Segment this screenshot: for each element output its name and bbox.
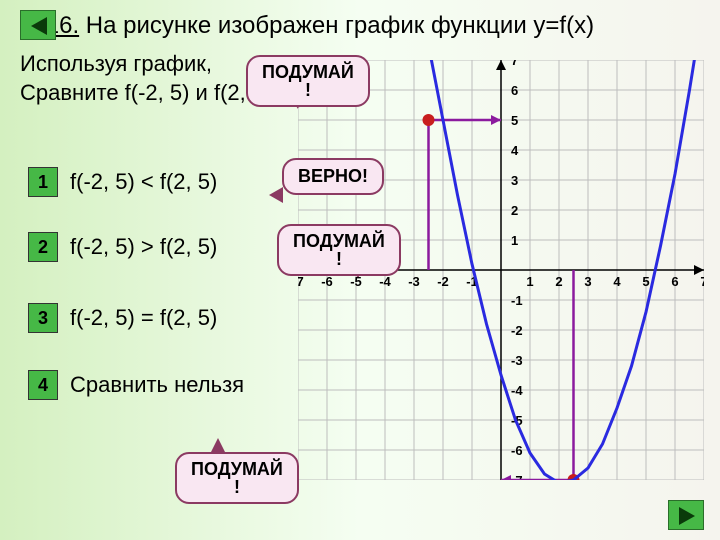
problem-text: На рисунке изображен график функции y=f(… <box>79 12 594 39</box>
svg-text:5: 5 <box>642 274 649 289</box>
option-3-text: f(-2, 5) = f(2, 5) <box>70 305 217 331</box>
svg-text:-5: -5 <box>350 274 362 289</box>
callout-think-2: ПОДУМАЙ ! <box>277 224 401 276</box>
callout-think-top: ПОДУМАЙ ! <box>246 55 370 107</box>
svg-text:-4: -4 <box>511 383 523 398</box>
next-button[interactable] <box>668 500 704 530</box>
svg-text:2: 2 <box>511 203 518 218</box>
callout-tail-correct <box>269 187 283 203</box>
option-2-button[interactable]: 2 <box>28 232 58 262</box>
svg-text:6: 6 <box>511 83 518 98</box>
svg-text:-2: -2 <box>437 274 449 289</box>
subtitle-line2: Сравните f(-2, 5) и f(2, 5) <box>20 80 271 105</box>
svg-text:5: 5 <box>511 113 518 128</box>
option-1-text: f(-2, 5) < f(2, 5) <box>70 169 217 195</box>
svg-text:-7: -7 <box>298 274 304 289</box>
option-2-text: f(-2, 5) > f(2, 5) <box>70 234 217 260</box>
svg-text:-1: -1 <box>511 293 523 308</box>
svg-text:-3: -3 <box>408 274 420 289</box>
svg-text:4: 4 <box>511 143 519 158</box>
svg-text:2: 2 <box>555 274 562 289</box>
callout-think-bottom: ПОДУМАЙ ! <box>175 452 299 504</box>
arrow-right-icon <box>669 501 705 531</box>
option-2: 2 f(-2, 5) > f(2, 5) <box>28 232 217 262</box>
svg-text:3: 3 <box>584 274 591 289</box>
option-4-text: Сравнить нельзя <box>70 372 244 398</box>
callout-correct: ВЕРНО! <box>282 158 384 195</box>
svg-text:-6: -6 <box>511 443 523 458</box>
problem-title: №16. На рисунке изображен график функции… <box>20 12 594 40</box>
svg-text:1: 1 <box>511 233 518 248</box>
option-1: 1 f(-2, 5) < f(2, 5) <box>28 167 217 197</box>
subtitle-line1: Используя график, <box>20 51 212 76</box>
svg-text:6: 6 <box>671 274 678 289</box>
svg-text:-2: -2 <box>511 323 523 338</box>
svg-text:-3: -3 <box>511 353 523 368</box>
svg-text:7: 7 <box>511 60 518 68</box>
option-1-button[interactable]: 1 <box>28 167 58 197</box>
svg-text:3: 3 <box>511 173 518 188</box>
option-3: 3 f(-2, 5) = f(2, 5) <box>28 303 217 333</box>
problem-subtitle: Используя график, Сравните f(-2, 5) и f(… <box>20 50 271 107</box>
svg-text:-4: -4 <box>379 274 391 289</box>
svg-text:1: 1 <box>526 274 533 289</box>
option-3-button[interactable]: 3 <box>28 303 58 333</box>
option-4-button[interactable]: 4 <box>28 370 58 400</box>
arrow-left-icon <box>21 11 57 41</box>
svg-text:4: 4 <box>613 274 621 289</box>
prev-button[interactable] <box>20 10 56 40</box>
option-4: 4 Сравнить нельзя <box>28 370 244 400</box>
svg-text:7: 7 <box>700 274 704 289</box>
svg-text:-6: -6 <box>321 274 333 289</box>
